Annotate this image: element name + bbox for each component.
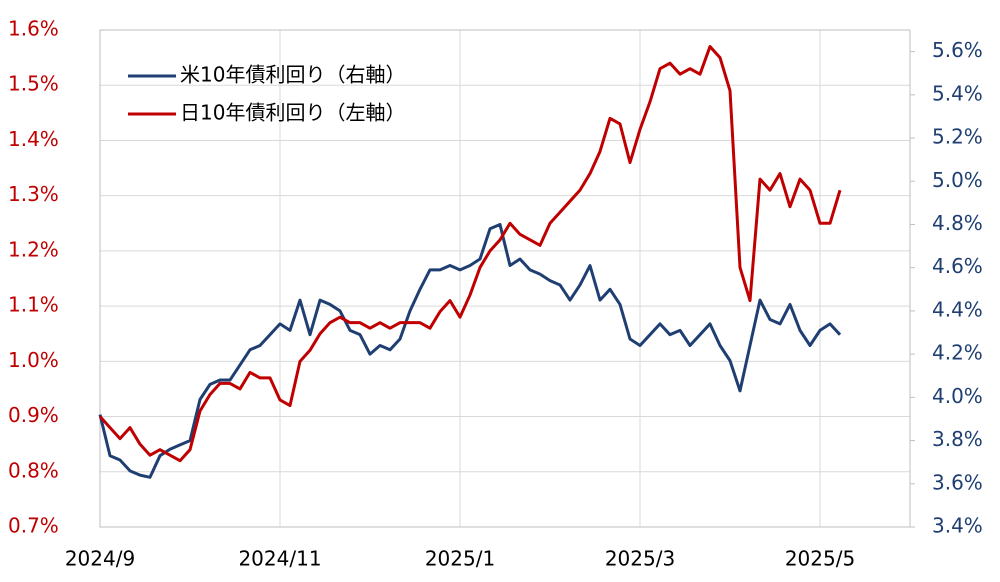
y2-tick-label: 5.6% bbox=[932, 38, 983, 62]
y-tick-label: 1.3% bbox=[8, 182, 59, 206]
y2-tick-label: 5.0% bbox=[932, 168, 983, 192]
plot-border bbox=[99, 29, 911, 528]
y2-tick-label: 5.2% bbox=[932, 125, 983, 149]
y-tick-label: 1.2% bbox=[8, 237, 59, 261]
y-tick-label: 1.1% bbox=[8, 293, 59, 317]
legend-label: 日10年債利回り（左軸） bbox=[180, 101, 405, 125]
legend-label: 米10年債利回り（右軸） bbox=[180, 63, 405, 87]
y2-tick-label: 3.4% bbox=[932, 514, 983, 538]
x-tick-label: 2024/9 bbox=[65, 547, 135, 571]
y-tick-label: 0.9% bbox=[8, 403, 59, 427]
y2-tick-label: 4.2% bbox=[932, 341, 983, 365]
x-tick-label: 2025/5 bbox=[785, 547, 855, 571]
line-series bbox=[98, 222, 842, 479]
x-tick-label: 2024/11 bbox=[238, 547, 321, 571]
y-tick-label: 1.5% bbox=[8, 72, 59, 96]
y2-tick-label: 4.8% bbox=[932, 211, 983, 235]
line-series bbox=[98, 45, 842, 463]
y2-tick-label: 4.6% bbox=[932, 254, 983, 278]
y2-tick-label: 3.8% bbox=[932, 427, 983, 451]
y2-tick-label: 4.4% bbox=[932, 297, 983, 321]
y-tick-label: 1.0% bbox=[8, 348, 59, 372]
y-tick-label: 0.7% bbox=[8, 514, 59, 538]
y-tick-label: 1.4% bbox=[8, 127, 59, 151]
y2-tick-label: 5.4% bbox=[932, 81, 983, 105]
x-tick-label: 2025/3 bbox=[605, 547, 675, 571]
y2-tick-label: 4.0% bbox=[932, 384, 983, 408]
y2-tick-label: 3.6% bbox=[932, 470, 983, 494]
y-tick-label: 1.6% bbox=[8, 17, 59, 41]
y-tick-label: 0.8% bbox=[8, 458, 59, 482]
x-tick-label: 2025/1 bbox=[425, 547, 495, 571]
